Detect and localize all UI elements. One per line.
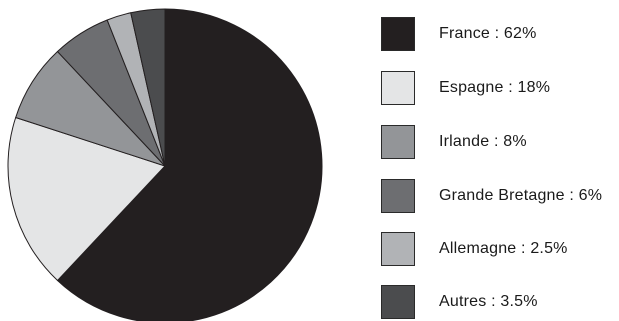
legend: France : 62% Espagne : 18% Irlande : 8% … <box>381 0 619 321</box>
pie-slice-autres <box>130 8 166 167</box>
legend-label-grande-bretagne: Grande Bretagne : 6% <box>439 187 603 204</box>
legend-label-allemagne: Allemagne : 2.5% <box>439 240 568 257</box>
legend-swatch-grande-bretagne <box>381 179 415 213</box>
legend-label-autres: Autres : 3.5% <box>439 293 538 310</box>
legend-swatch-allemagne <box>381 232 415 266</box>
legend-label-espagne: Espagne : 18% <box>439 79 551 96</box>
pie-slice-espagne <box>7 116 166 281</box>
legend-swatch-france <box>381 17 415 51</box>
legend-label-irlande: Irlande : 8% <box>439 133 527 150</box>
pie-slice-france <box>57 8 323 321</box>
legend-swatch-espagne <box>381 71 415 105</box>
legend-label-france: France : 62% <box>439 25 537 42</box>
legend-swatch-irlande <box>381 125 415 159</box>
pie-chart <box>7 8 323 321</box>
legend-swatch-autres <box>381 285 415 319</box>
